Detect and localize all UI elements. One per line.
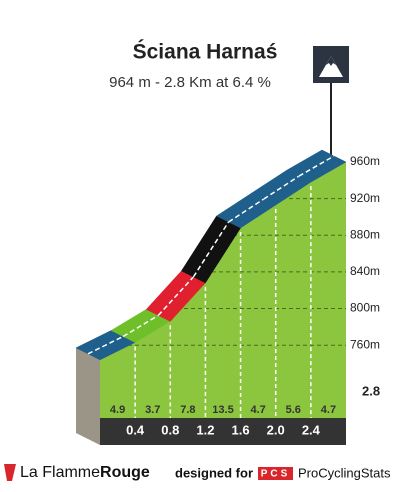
segment-centerline xyxy=(298,155,335,177)
gradient-label: 7.8 xyxy=(180,404,195,416)
gradient-label: 5.6 xyxy=(286,404,301,416)
summit-snow xyxy=(326,56,336,66)
pcs-badge xyxy=(258,467,293,480)
brand: La FlammeRouge xyxy=(20,464,150,481)
brand-a: La Flamme xyxy=(20,464,100,481)
chart-title: Ściana Harnaś xyxy=(133,40,278,64)
side-wall xyxy=(76,347,100,445)
y-tick-label: 960m xyxy=(350,154,380,168)
x-tick-label: 0.8 xyxy=(161,422,179,437)
pcs-name: ProCyclingStats xyxy=(298,465,391,480)
brand-b: Rouge xyxy=(100,464,150,481)
designed-for: designed for xyxy=(175,465,253,480)
segment-centerline xyxy=(122,314,159,338)
x-tick-label: 2.8 xyxy=(362,383,380,398)
y-tick-label: 760m xyxy=(350,337,380,351)
y-tick-label: 840m xyxy=(350,264,380,278)
pcs-logo: PCS xyxy=(261,469,291,480)
brand-flag xyxy=(4,464,16,481)
x-tick-label: 0.4 xyxy=(126,422,145,437)
gradient-label: 4.7 xyxy=(250,404,265,416)
y-tick-label: 920m xyxy=(350,191,380,205)
segment-centerline xyxy=(192,221,230,278)
segment-centerline xyxy=(157,276,194,316)
base-band xyxy=(100,418,346,445)
y-tick-label: 800m xyxy=(350,301,380,315)
gradient-label: 13.5 xyxy=(212,404,233,416)
gradient-label: 3.7 xyxy=(145,404,160,416)
x-tick-label: 1.6 xyxy=(232,422,250,437)
segment-centerline xyxy=(263,175,300,200)
y-tick-label: 880m xyxy=(350,227,380,241)
summit-mountain xyxy=(319,56,343,77)
x-tick-label: 2.4 xyxy=(302,422,321,437)
segment-centerline xyxy=(87,335,124,355)
chart-subtitle: 964 m - 2.8 Km at 6.4 % xyxy=(109,74,271,91)
x-tick-label: 2.0 xyxy=(267,422,285,437)
footer: La FlammeRouge designed for PCS ProCycli… xyxy=(4,464,391,481)
gradient-label: 4.7 xyxy=(321,404,336,416)
plot: 760m 800m 840m 880m 920m 960m 0.4 0.8 1.2 1.6 2.0 2… xyxy=(75,149,380,445)
segment-centerline xyxy=(228,198,265,223)
profile-face xyxy=(100,162,346,418)
gradient-label: 4.9 xyxy=(110,404,125,416)
x-tick-label: 1.2 xyxy=(196,422,214,437)
